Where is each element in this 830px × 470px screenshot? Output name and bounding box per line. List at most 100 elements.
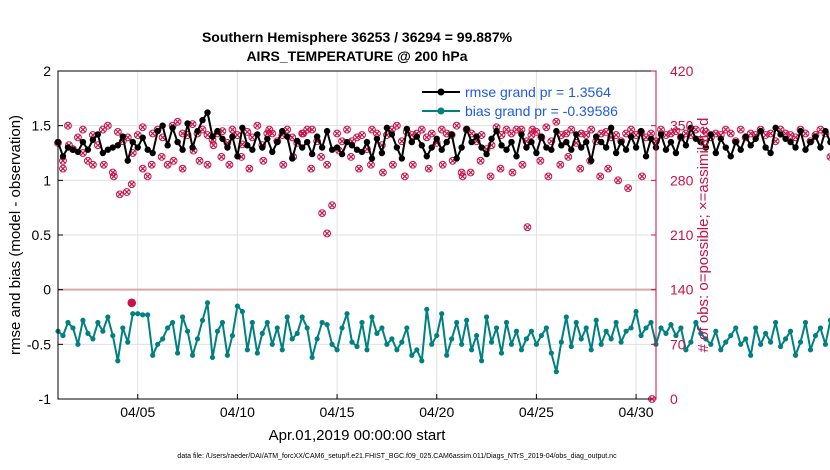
rmse-point xyxy=(667,138,675,146)
rmse-point xyxy=(747,142,754,149)
obs-count-marker xyxy=(582,131,591,139)
bias-point xyxy=(344,311,350,317)
obs-count-marker-low xyxy=(518,160,527,169)
bias-point xyxy=(633,308,639,315)
bias-point xyxy=(259,330,265,336)
rmse-point xyxy=(214,127,221,135)
bias-point xyxy=(244,347,250,353)
bias-point xyxy=(454,319,460,326)
obs-count-marker-x xyxy=(334,130,340,137)
obs-count-marker-low xyxy=(203,160,212,169)
bias-point xyxy=(568,343,574,350)
obs-count-marker-x xyxy=(344,126,350,133)
rmse-point xyxy=(433,135,440,142)
rmse-point xyxy=(154,127,161,135)
bias-point xyxy=(419,358,425,364)
obs-count-marker xyxy=(427,129,436,138)
obs-count-marker-x xyxy=(827,154,830,160)
obs-count-marker-low-x xyxy=(117,191,123,198)
rmse-point xyxy=(69,146,77,153)
rmse-point xyxy=(313,133,321,140)
rmse-point xyxy=(244,142,251,149)
rmse-point xyxy=(647,135,655,142)
bias-point xyxy=(359,319,365,326)
bias-point xyxy=(414,347,420,353)
obs-count-marker-x xyxy=(419,126,425,133)
obs-count-marker xyxy=(368,125,376,134)
rmse-point xyxy=(717,135,724,142)
bias-point xyxy=(150,352,156,358)
obs-count-marker-low-x xyxy=(129,181,135,187)
obs-count-marker-x xyxy=(75,134,81,141)
obs-count-marker xyxy=(726,129,735,138)
obs-count-marker-x xyxy=(105,123,111,129)
obs-count-marker xyxy=(736,125,745,134)
bias-point xyxy=(424,306,430,312)
obs-count-marker-low xyxy=(178,164,187,173)
obs-count-marker xyxy=(502,125,511,134)
y-right-tick-label: 70 xyxy=(670,336,686,352)
rmse-point xyxy=(363,138,371,146)
rmse-point xyxy=(553,127,560,135)
bias-point xyxy=(309,354,315,361)
obs-count-marker-low xyxy=(556,160,565,169)
rmse-point xyxy=(797,127,804,135)
bias-point xyxy=(528,328,535,334)
obs-count-marker-low-x xyxy=(368,162,374,168)
obs-count-marker-low-x xyxy=(318,154,324,160)
rmse-point xyxy=(274,138,281,146)
obs-count-marker-x xyxy=(219,128,226,134)
obs-count-marker-x xyxy=(100,126,106,133)
obs-count-marker xyxy=(143,172,152,181)
obs-count-marker xyxy=(318,209,327,218)
obs-count-marker-low xyxy=(347,153,355,161)
rmse-point xyxy=(323,127,331,135)
obs-count-marker-x xyxy=(269,130,275,137)
bias-point xyxy=(379,325,385,331)
bias-point xyxy=(155,341,161,347)
bias-point xyxy=(623,328,629,334)
obs-count-marker xyxy=(303,125,312,134)
obs-count-marker-x xyxy=(229,126,236,133)
rmse-point xyxy=(134,144,141,151)
obs-count-marker-x xyxy=(160,134,166,141)
obs-count-marker-x xyxy=(802,130,809,137)
rmse-point xyxy=(473,133,480,140)
obs-count-marker-low xyxy=(138,164,147,173)
obs-count-marker-low xyxy=(604,164,613,173)
obs-count-marker xyxy=(452,121,461,130)
obs-count-marker-x xyxy=(165,162,171,168)
obs-count-marker-x xyxy=(723,126,729,133)
obs-count-marker-low xyxy=(638,172,646,181)
rmse-point xyxy=(617,138,625,146)
obs-count-marker-x xyxy=(553,119,559,125)
bias-point xyxy=(95,319,101,326)
rmse-point xyxy=(677,133,685,140)
obs-count-marker-x xyxy=(145,173,151,180)
bias-point xyxy=(339,325,345,331)
rmse-point xyxy=(588,157,595,164)
bias-point xyxy=(125,339,131,345)
x-axis-label: Apr.01,2019 00:00:00 start xyxy=(269,427,447,444)
obs-count-marker-low-x xyxy=(246,165,252,172)
bias-point xyxy=(70,325,76,331)
bias-point xyxy=(439,311,445,317)
rmse-point xyxy=(453,155,460,162)
rmse-point xyxy=(707,131,715,138)
obs-count-marker-x xyxy=(189,121,196,127)
obs-count-marker-low-x xyxy=(625,185,631,191)
bias-point xyxy=(478,358,485,364)
rmse-point xyxy=(124,157,131,164)
bias-point xyxy=(130,311,136,317)
obs-count-marker-low xyxy=(323,160,332,169)
rmse-point xyxy=(672,149,680,157)
obs-count-marker-low-x xyxy=(509,169,516,176)
bias-point xyxy=(175,350,181,356)
rmse-point xyxy=(662,146,670,153)
obs-count-marker xyxy=(532,128,541,136)
bias-point xyxy=(787,328,794,334)
bias-point xyxy=(663,330,669,336)
rmse-point xyxy=(109,144,117,151)
obs-count-marker-x xyxy=(583,132,589,138)
rmse-point xyxy=(284,133,291,140)
